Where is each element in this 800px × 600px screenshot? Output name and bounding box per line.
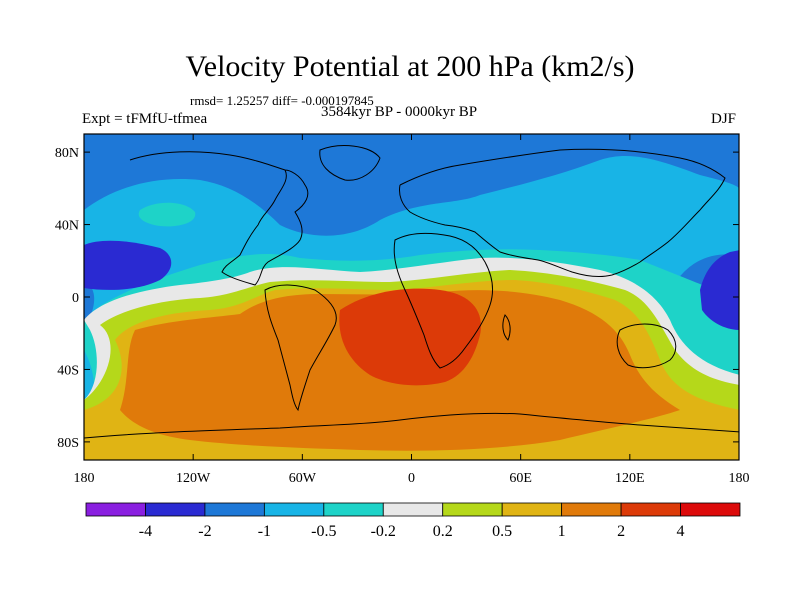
longitude-axis: 180 120W 60W 0 60E 120E 180 (74, 134, 750, 486)
lon-tick-label: 120W (176, 471, 211, 486)
colorbar-swatch (680, 502, 741, 517)
colorbar-swatch (145, 502, 206, 517)
field-deep-blue-east (700, 250, 739, 330)
season-label: DJF (711, 111, 737, 127)
coastlines (84, 145, 739, 439)
coastline-greenland (319, 145, 381, 181)
coastline-africa (393, 232, 493, 369)
experiment-label: Expt = tFMfU-tfmea (82, 111, 208, 127)
lat-tick-label: 80N (55, 146, 79, 161)
lon-tick-label: 0 (408, 471, 415, 486)
field-cyan-north-pacific (138, 202, 196, 227)
colorbar-label: -1 (258, 523, 271, 540)
field-deep-blue-west (84, 240, 172, 290)
coastline-south-america (264, 284, 337, 412)
coastline-australia (616, 323, 677, 369)
lat-tick-label: 40S (57, 363, 79, 378)
lon-tick-label: 60W (289, 471, 317, 486)
field-red-orange (339, 288, 481, 386)
rmsd-stats: rmsd= 1.25257 diff= -0.000197845 (190, 93, 374, 108)
colorbar: -4 -2 -1 -0.5 -0.2 0.2 0.5 1 2 4 (85, 502, 741, 540)
lon-tick-label: 180 (729, 471, 750, 486)
coastline-north-america (129, 151, 309, 286)
colorbar-label: 0.2 (433, 523, 453, 540)
coastline-antarctica (84, 412, 739, 439)
colorbar-swatch (85, 502, 146, 517)
colorbar-swatch (442, 502, 503, 517)
colorbar-swatch (263, 502, 325, 517)
colorbar-label: 0.5 (492, 523, 512, 540)
lon-tick-label: 120E (615, 471, 645, 486)
velocity-potential-field (84, 134, 739, 460)
lat-tick-label: 0 (72, 291, 79, 306)
colorbar-label: -2 (198, 523, 211, 540)
colorbar-label: -0.5 (311, 523, 336, 540)
lon-tick-label: 60E (509, 471, 532, 486)
map-title: Velocity Potential at 200 hPa (km2/s) (185, 50, 635, 83)
latitude-axis: 80N 40N 0 40S 80S (55, 146, 739, 451)
colorbar-label: -4 (139, 523, 152, 540)
colorbar-swatch (323, 502, 384, 517)
colorbar-label: 4 (677, 523, 685, 540)
lat-tick-label: 80S (57, 436, 79, 451)
coastline-madagascar (502, 314, 511, 341)
colorbar-swatch (501, 502, 563, 517)
lon-tick-label: 180 (74, 471, 95, 486)
colorbar-label: 2 (617, 523, 625, 540)
coastline-eurasia (399, 148, 726, 277)
colorbar-swatch (382, 502, 444, 517)
lat-tick-label: 40N (55, 219, 79, 234)
period-label: 3584kyr BP - 0000kyr BP (321, 104, 478, 120)
colorbar-swatch (561, 502, 622, 517)
colorbar-swatch (620, 502, 681, 517)
colorbar-label: 1 (558, 523, 566, 540)
colorbar-label: -0.2 (371, 523, 396, 540)
colorbar-swatch (204, 502, 265, 517)
